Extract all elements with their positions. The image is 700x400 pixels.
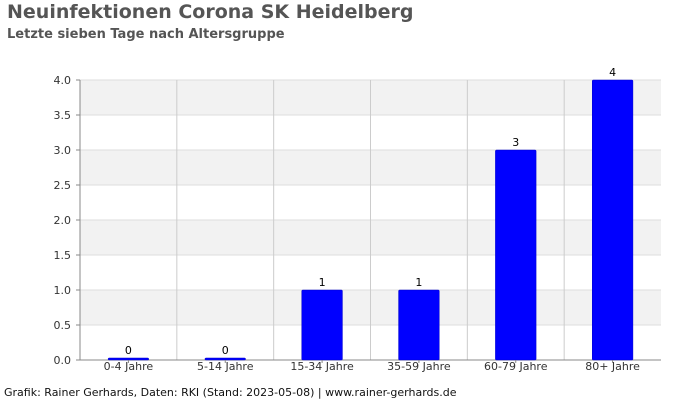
y-tick-label: 1.5 (54, 249, 72, 262)
bar (398, 289, 440, 361)
x-tick-label: 60-79 Jahre (484, 360, 548, 373)
y-tick-label: 3.0 (54, 144, 72, 157)
bar-value-label: 1 (415, 276, 422, 289)
bar (591, 79, 634, 361)
bar-value-label: 4 (609, 66, 616, 79)
bar-value-label: 0 (222, 344, 229, 357)
bar-value-label: 3 (512, 136, 519, 149)
x-tick-label: 5-14 Jahre (197, 360, 254, 373)
chart-title: Neuinfektionen Corona SK Heidelberg (7, 1, 414, 23)
x-tick-label: 80+ Jahre (585, 360, 640, 373)
y-tick-label: 1.0 (54, 284, 72, 297)
y-tick-label: 0.5 (54, 319, 72, 332)
bar-value-label: 1 (319, 276, 326, 289)
bar (301, 289, 343, 361)
y-tick-label: 4.0 (54, 74, 72, 87)
x-tick-label: 15-34 Jahre (290, 360, 354, 373)
y-tick-label: 0.0 (54, 354, 72, 367)
bar (495, 149, 537, 361)
bar-value-label: 0 (125, 344, 132, 357)
y-tick-label: 2.0 (54, 214, 72, 227)
chart-subtitle: Letzte sieben Tage nach Altersgruppe (7, 27, 285, 42)
x-tick-label: 0-4 Jahre (104, 360, 154, 373)
y-tick-label: 3.5 (54, 109, 72, 122)
y-tick-label: 2.5 (54, 179, 72, 192)
x-tick-label: 35-59 Jahre (387, 360, 451, 373)
source-credit: Grafik: Rainer Gerhards, Daten: RKI (Sta… (4, 386, 457, 399)
